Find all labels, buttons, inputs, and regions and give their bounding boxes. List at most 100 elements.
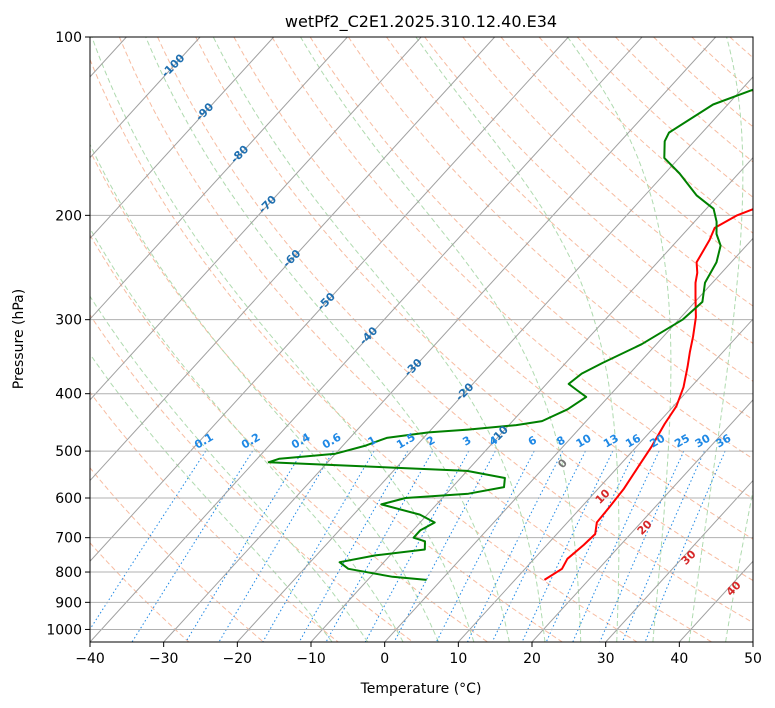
mixing-ratio-label: 6 — [526, 433, 539, 448]
moist-adiabat — [90, 353, 333, 642]
y-tick-label: 100 — [55, 30, 82, 46]
plot-background — [90, 37, 753, 642]
x-tick-label: 10 — [449, 651, 467, 667]
moist-adiabat — [725, 488, 753, 642]
x-axis-label: Temperature (°C) — [360, 681, 482, 697]
x-tick-label: 20 — [523, 651, 541, 667]
y-tick-label: 900 — [55, 595, 82, 611]
x-tick-label: 30 — [597, 651, 615, 667]
mixing-ratio-label: 3 — [460, 434, 473, 449]
mixing-ratio-line — [521, 450, 614, 642]
y-tick-label: 700 — [55, 531, 82, 547]
x-tick-label: −10 — [296, 651, 326, 667]
mixing-ratio-line — [90, 450, 207, 631]
dry-adiabat — [538, 37, 753, 234]
mixing-ratio-line — [393, 450, 496, 642]
y-axis: 100 200 300 400 500 600 700 800 900 1000 — [46, 30, 90, 638]
moist-adiabat — [300, 37, 582, 642]
zero-isotherm-label: 0 — [555, 456, 570, 471]
isotherm-line — [384, 237, 753, 642]
x-tick-label: −40 — [75, 651, 105, 667]
mixing-ratio-line — [545, 450, 636, 642]
plot-annotations: -100-90-80-70-60-50-40-30-20-1000.1 0.2 0.… — [159, 51, 744, 598]
moist-adiabat — [90, 295, 369, 642]
chart-title: wetPf2_C2E1.2025.310.12.40.E34 — [285, 12, 557, 32]
dry-adiabat — [500, 37, 753, 271]
moist-adiabat — [90, 227, 404, 642]
moist-adiabat-label: 40 — [724, 578, 744, 598]
mixing-ratio-label: 0.4 — [289, 430, 313, 451]
isotherm-line — [752, 641, 753, 642]
dry-adiabat — [90, 314, 414, 642]
dry-adiabat — [90, 467, 264, 642]
dry-adiabat — [729, 37, 753, 59]
mixing-ratio-line — [467, 450, 564, 642]
isotherm-line — [90, 37, 643, 642]
mixing-ratio-line — [218, 450, 334, 642]
y-tick-label: 800 — [55, 565, 82, 581]
mixing-ratio-label: 2 — [424, 434, 437, 449]
dry-adiabat — [386, 37, 753, 382]
x-tick-label: 50 — [744, 651, 762, 667]
mixing-ratio-line — [599, 450, 685, 642]
y-tick-label: 500 — [55, 444, 82, 460]
plot-frame — [89, 36, 754, 643]
dry-adiabat — [90, 234, 488, 642]
dry-adiabat — [90, 149, 563, 642]
isotherm-line — [310, 156, 753, 642]
mixing-ratio-line — [262, 450, 375, 642]
y-tick-label: 400 — [55, 387, 82, 403]
isotherm-line — [90, 37, 348, 320]
dry-adiabat — [90, 391, 339, 642]
plot-series — [267, 88, 753, 581]
moist-adiabat-label: 10 — [593, 486, 613, 506]
moist-adiabat — [212, 37, 546, 642]
dry-adiabat — [90, 542, 190, 642]
isotherm-line — [163, 37, 717, 642]
moist-adiabat — [91, 37, 475, 642]
moist-adiabat — [415, 37, 620, 642]
isotherm-line — [90, 37, 496, 482]
isotherm-line — [90, 37, 275, 240]
mixing-ratio-label: 16 — [623, 431, 643, 450]
x-tick-label: 0 — [380, 651, 389, 667]
isotherm-line — [457, 318, 753, 642]
y-tick-label: 200 — [55, 208, 82, 224]
dry-adiabat — [309, 37, 753, 460]
moist-adiabat-label: 30 — [679, 547, 699, 567]
dry-adiabat — [576, 37, 753, 198]
dewpoint-profile — [267, 88, 753, 581]
moist-adiabat — [145, 37, 510, 642]
mixing-ratio-line — [621, 450, 705, 642]
mixing-ratio-line — [325, 450, 433, 642]
dry-adiabat — [271, 37, 753, 500]
mixing-ratio-label: 10 — [574, 431, 594, 450]
mixing-ratio-line — [572, 450, 660, 642]
mixing-ratio-line — [185, 450, 304, 642]
isotherm-line — [236, 76, 753, 642]
isotherm-line — [90, 37, 422, 401]
dry-adiabat — [90, 58, 638, 642]
isotherm-line — [90, 37, 201, 159]
x-tick-label: −30 — [149, 651, 179, 667]
moist-adiabat — [567, 37, 672, 642]
dry-adiabat — [195, 37, 753, 582]
dry-adiabat — [118, 37, 712, 642]
mixing-ratio-label: 0.2 — [239, 431, 262, 452]
dry-adiabat — [691, 37, 753, 93]
y-axis-label: Pressure (hPa) — [11, 289, 27, 389]
isotherm-line — [90, 37, 569, 562]
mixing-ratio-line — [298, 450, 409, 642]
y-tick-label: 600 — [55, 491, 82, 507]
mixing-ratio-line — [491, 450, 586, 642]
mixing-ratio-label: 0.1 — [192, 431, 215, 452]
dry-adiabat — [424, 37, 753, 345]
dry-adiabat — [157, 37, 753, 624]
y-tick-label: 300 — [55, 313, 82, 329]
y-tick-label: 1000 — [46, 622, 82, 638]
moist-adiabat — [688, 37, 744, 642]
isotherm-line — [605, 479, 753, 642]
mixing-ratio-line — [435, 450, 535, 642]
isotherm-line — [531, 399, 753, 642]
